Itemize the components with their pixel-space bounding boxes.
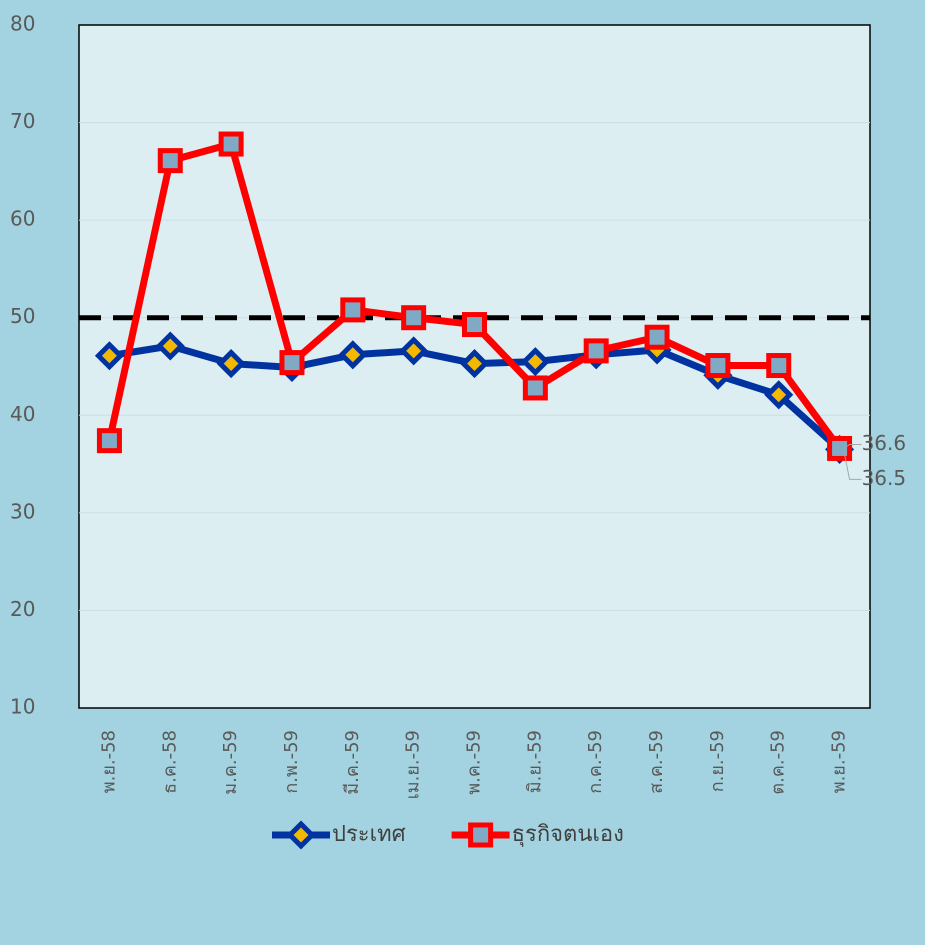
x-tick-label: ก.พ.-59 bbox=[281, 730, 302, 794]
data-point bbox=[96, 428, 122, 454]
x-tick-label: เม.ย.-59 bbox=[403, 730, 424, 799]
data-point bbox=[157, 148, 183, 174]
data-point bbox=[520, 347, 550, 377]
y-tick-label: 80 bbox=[10, 12, 35, 36]
data-point bbox=[522, 375, 548, 401]
data-point bbox=[155, 331, 185, 361]
x-tick-label: มี.ค.-59 bbox=[342, 730, 363, 795]
data-point bbox=[401, 305, 427, 331]
data-point bbox=[644, 324, 670, 350]
data-label: 36.6 bbox=[862, 431, 907, 455]
data-point bbox=[705, 353, 731, 379]
leader-line bbox=[843, 443, 862, 449]
y-tick-label: 20 bbox=[10, 597, 35, 621]
x-tick-label: พ.ย.-59 bbox=[829, 730, 850, 793]
y-tick-label: 10 bbox=[10, 695, 35, 719]
data-point bbox=[459, 349, 490, 379]
y-tick-label: 50 bbox=[10, 304, 35, 328]
data-point bbox=[827, 435, 853, 461]
leader-line bbox=[843, 449, 862, 480]
data-point bbox=[94, 341, 124, 371]
data-label: 36.5 bbox=[862, 466, 907, 490]
legend-label: ประเทศ bbox=[332, 822, 406, 847]
data-point bbox=[766, 353, 792, 379]
x-tick-label: พ.ค.-59 bbox=[464, 730, 485, 795]
x-tick-label: ม.ค.-59 bbox=[220, 730, 241, 795]
data-point bbox=[279, 350, 305, 376]
y-tick-label: 60 bbox=[10, 207, 35, 231]
data-point bbox=[218, 131, 244, 157]
x-tick-label: ส.ค.-59 bbox=[646, 730, 667, 794]
data-point bbox=[399, 336, 429, 366]
x-tick-label: พ.ย.-58 bbox=[98, 730, 119, 793]
data-point bbox=[462, 312, 487, 338]
x-tick-label: มิ.ย.-59 bbox=[524, 730, 545, 793]
y-tick-label: 40 bbox=[10, 402, 35, 426]
x-tick-label: ก.ย.-59 bbox=[707, 730, 728, 792]
y-tick-label: 70 bbox=[10, 109, 35, 133]
x-tick-label: ธ.ค.-58 bbox=[159, 730, 180, 794]
data-point bbox=[583, 338, 609, 364]
data-point bbox=[338, 340, 368, 370]
y-tick-label: 30 bbox=[10, 499, 35, 523]
legend-marker bbox=[468, 822, 494, 848]
x-tick-label: ก.ค.-59 bbox=[585, 730, 606, 794]
data-point bbox=[216, 349, 246, 379]
data-point bbox=[340, 297, 366, 323]
x-tick-label: ต.ค.-59 bbox=[768, 730, 789, 795]
legend-marker bbox=[286, 820, 316, 850]
data-point bbox=[764, 380, 794, 410]
legend-label: ธุรกิจตนเอง bbox=[512, 822, 624, 847]
